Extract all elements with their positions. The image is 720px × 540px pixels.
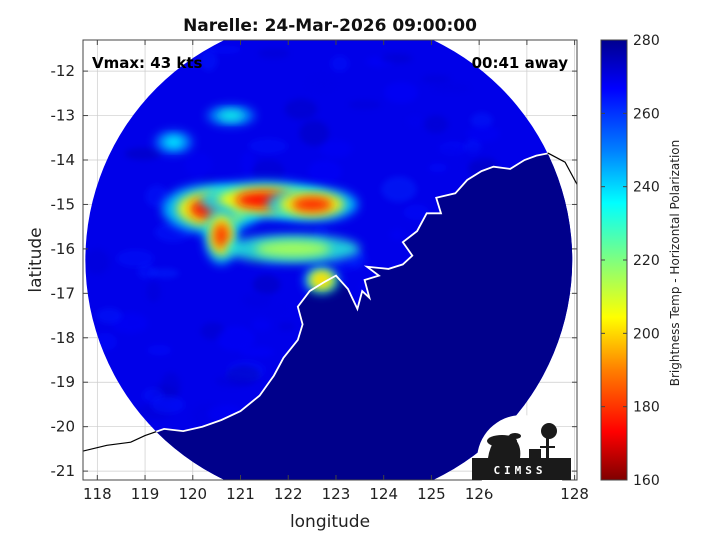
vmax-annotation: Vmax: 43 kts	[92, 54, 202, 72]
texture-blob	[258, 48, 290, 59]
colorbar-label: Brightness Temp - Horizontal Polarizatio…	[668, 140, 682, 387]
texture-blob	[432, 83, 470, 93]
texture-blob	[248, 138, 288, 155]
colorbar-ticks: 160 180 200 220 240 260 280	[601, 33, 660, 489]
texture-blob	[403, 204, 430, 220]
time-away-annotation: 00:41 away	[472, 54, 569, 72]
x-tick-label: 123	[322, 485, 351, 503]
feature-cold-spot-south	[314, 274, 330, 286]
axis-ticks: 118119120121122123124125126127128-12-13-…	[51, 40, 589, 503]
texture-blob	[266, 306, 285, 315]
texture-blob	[431, 145, 463, 168]
cimss-logo: CIMSS	[472, 415, 571, 505]
texture-blob	[85, 249, 110, 275]
x-tick-label: 124	[369, 485, 398, 503]
texture-blob	[424, 115, 448, 134]
x-tick-label: 122	[274, 485, 303, 503]
axes-frame	[82, 39, 578, 481]
convective-features	[154, 106, 361, 294]
texture-blob	[217, 326, 255, 352]
brightness-temperature-swath	[85, 40, 573, 480]
x-tick-label: 128	[560, 485, 589, 503]
colorbar-tick-label: 180	[633, 400, 660, 416]
colorbar-tick-label: 280	[633, 33, 660, 49]
x-tick-label: 118	[83, 485, 112, 503]
texture-blob	[199, 48, 218, 72]
texture-blob	[284, 98, 318, 120]
y-tick-label: -19	[51, 373, 76, 391]
y-tick-label: -16	[51, 240, 76, 258]
texture-blob	[252, 274, 281, 295]
texture-blob	[381, 176, 417, 203]
texture-blob	[251, 318, 271, 332]
logo-text: CIMSS	[493, 464, 546, 477]
y-axis-label: latitude	[26, 227, 46, 292]
y-tick-label: -13	[51, 107, 76, 125]
texture-blob	[96, 307, 123, 324]
y-tick-label: -18	[51, 329, 76, 347]
land-mass	[85, 153, 573, 480]
texture-blob	[320, 140, 352, 158]
texture-blob	[383, 81, 419, 104]
colorbar-tick-label: 160	[633, 473, 660, 489]
texture-blob	[116, 249, 154, 268]
feature-cell-north	[217, 110, 245, 121]
texture-blob	[145, 185, 169, 208]
texture-blob	[348, 99, 382, 110]
colorbar-tick-label: 220	[633, 253, 660, 269]
texture-blob	[150, 395, 185, 414]
x-tick-label: 119	[131, 485, 160, 503]
colorbar-tick-label: 260	[633, 106, 660, 122]
coastline	[85, 152, 573, 452]
chart-title: Narelle: 24-Mar-2026 09:00:00	[183, 16, 477, 36]
texture-blob	[330, 55, 349, 72]
texture-blob	[428, 163, 448, 173]
feature-inner-band	[255, 240, 331, 257]
texture-blob	[278, 321, 296, 332]
x-tick-label: 125	[417, 485, 446, 503]
texture-blob	[214, 375, 251, 388]
x-tick-label: 120	[178, 485, 207, 503]
texture-blob	[239, 346, 274, 358]
feature-cold-hook	[213, 222, 229, 249]
y-tick-label: -20	[51, 418, 76, 436]
texture-blob	[147, 344, 172, 356]
feature-cell-northwest	[162, 135, 185, 149]
texture-blob	[389, 229, 405, 240]
texture-blob	[184, 152, 213, 177]
x-tick-label: 121	[226, 485, 255, 503]
y-tick-label: -12	[51, 62, 76, 80]
texture-blob	[299, 120, 329, 146]
texture-blob	[240, 151, 256, 176]
x-axis-label: longitude	[290, 512, 370, 532]
texture-blob	[146, 281, 161, 303]
texture-blob	[459, 147, 493, 162]
texture-blob	[466, 125, 500, 142]
feature-cold-band-east	[291, 196, 333, 212]
y-tick-label: -15	[51, 195, 76, 213]
y-tick-label: -14	[51, 151, 76, 169]
texture-blob	[308, 160, 342, 184]
texture-blob	[405, 115, 425, 128]
texture-blob	[124, 147, 162, 160]
y-tick-label: -17	[51, 284, 76, 302]
texture-blob	[252, 159, 285, 184]
texture-blob	[149, 268, 180, 279]
colorbar-tick-label: 240	[633, 180, 660, 196]
colorbar-tick-label: 200	[633, 326, 660, 342]
texture-blob	[421, 74, 451, 84]
texture-blob	[470, 112, 493, 129]
texture-blob	[241, 292, 272, 309]
texture-blob	[306, 75, 336, 91]
y-tick-label: -21	[51, 462, 76, 480]
texture-blob	[380, 53, 413, 64]
x-tick-label: 126	[465, 485, 494, 503]
texture-blob	[208, 45, 242, 54]
